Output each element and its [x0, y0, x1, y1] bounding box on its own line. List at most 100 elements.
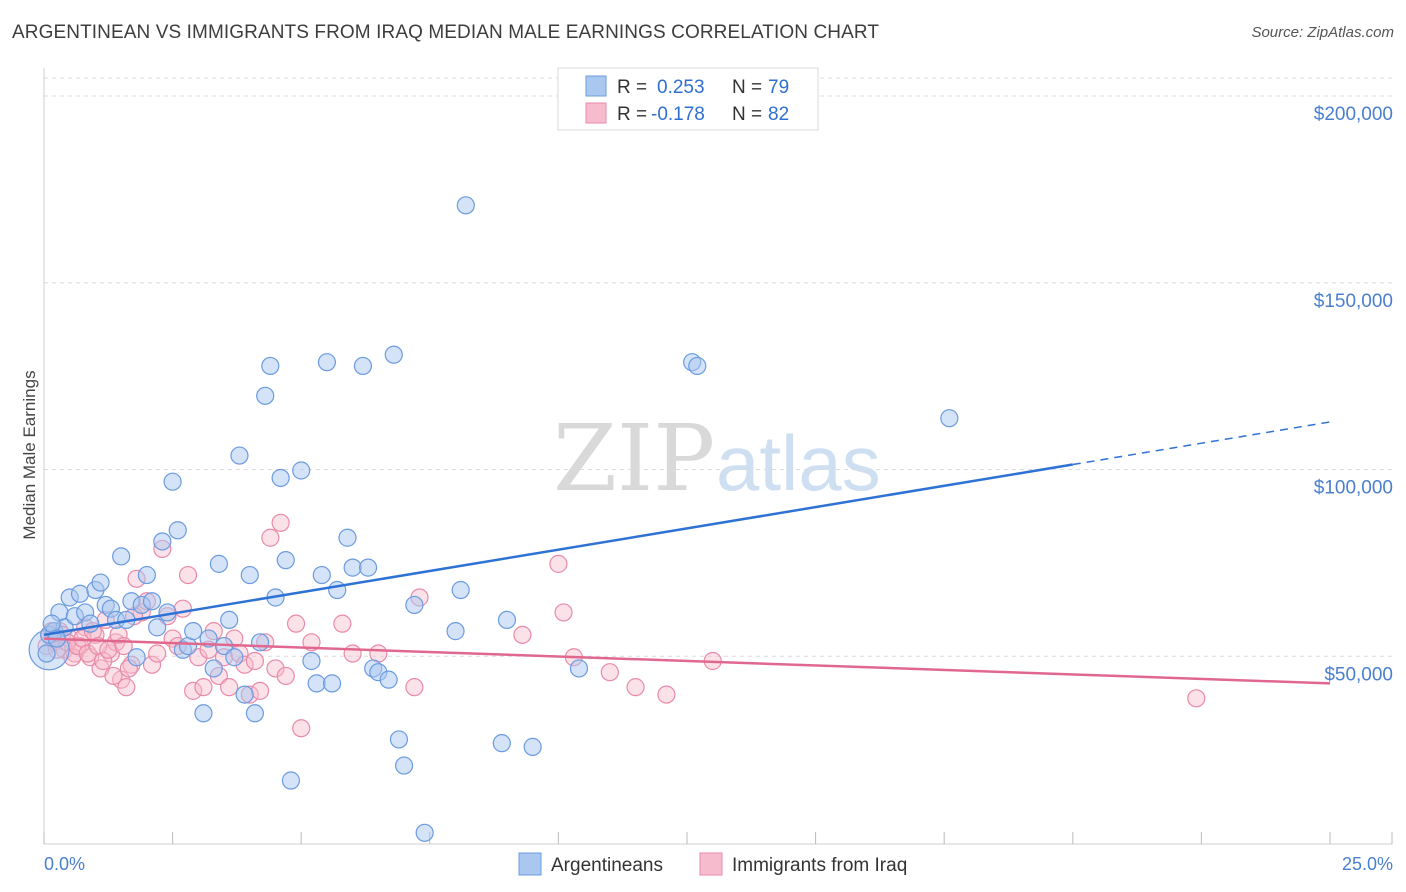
y-tick-label: $150,000: [1314, 291, 1393, 312]
point-argentineans: [142, 592, 162, 611]
legend: R = 0.253 N = 79 R = -0.178 N = 82: [557, 67, 819, 131]
point-argentineans: [446, 622, 465, 641]
source-label: Source: ZipAtlas.com: [1251, 24, 1394, 41]
point-iraq: [271, 513, 290, 532]
trend-line-argentineans-extension: [1072, 421, 1331, 466]
point-iraq: [99, 640, 118, 659]
point-iraq: [1187, 689, 1206, 708]
point-iraq: [94, 651, 113, 671]
legend-r-label-2: R =: [617, 104, 647, 125]
point-argentineans: [209, 554, 228, 573]
point-iraq: [148, 644, 167, 663]
y-axis-label: Median Male Earnings: [20, 370, 39, 539]
watermark-zip: ZIP: [553, 405, 715, 512]
point-argentineans: [317, 353, 337, 372]
point-iraq: [173, 599, 192, 618]
point-argentineans: [204, 659, 223, 678]
point-iraq: [142, 655, 162, 674]
x-ticks: [43, 832, 1393, 844]
point-argentineans: [379, 670, 398, 689]
point-argentineans: [456, 196, 475, 215]
point-argentineans: [343, 558, 362, 577]
point-iraq: [600, 663, 619, 682]
trend-lines: [43, 421, 1331, 685]
point-iraq: [194, 678, 213, 697]
y-tick-labels: $50,000 $100,000 $150,000 $200,000: [1314, 104, 1393, 685]
chart-title: ARGENTINEAN VS IMMIGRANTS FROM IRAQ MEDI…: [12, 22, 880, 43]
point-argentineans: [292, 461, 311, 480]
point-argentineans: [153, 532, 172, 551]
point-argentineans: [199, 629, 218, 648]
point-iraq: [286, 614, 306, 633]
legend-r-value-2: -0.178: [651, 104, 705, 125]
point-iraq: [554, 603, 573, 622]
y-tick-label: $50,000: [1324, 664, 1393, 685]
bottom-legend-swatch-argentineans: [518, 852, 542, 876]
point-iraq: [261, 528, 280, 547]
series-iraq-points: [37, 513, 1206, 738]
point-iraq: [343, 644, 362, 663]
point-iraq: [405, 678, 424, 697]
point-argentineans: [271, 468, 290, 488]
point-argentineans: [688, 356, 707, 376]
point-iraq: [220, 678, 239, 697]
legend-swatch-argentineans: [585, 75, 607, 97]
point-argentineans: [394, 756, 414, 775]
point-iraq: [184, 681, 203, 700]
point-iraq: [245, 651, 265, 671]
point-iraq: [266, 659, 285, 678]
point-argentineans: [137, 565, 156, 585]
point-iraq: [104, 666, 123, 686]
point-iraq: [250, 681, 270, 700]
point-argentineans: [492, 734, 511, 753]
legend-n-value-1: 79: [768, 77, 789, 98]
point-argentineans: [230, 446, 249, 465]
point-argentineans: [415, 823, 434, 842]
point-argentineans: [353, 356, 373, 376]
legend-r-value-1: 0.253: [657, 77, 705, 98]
series-argentineans-points: [28, 196, 959, 842]
point-iraq: [117, 678, 136, 697]
bottom-legend-label-argentineans: Argentineans: [551, 855, 663, 876]
trend-line-iraq: [43, 637, 1331, 685]
point-argentineans: [523, 737, 542, 756]
point-argentineans: [307, 674, 326, 693]
point-argentineans: [184, 622, 203, 641]
point-iraq: [549, 554, 568, 573]
point-iraq: [333, 614, 352, 633]
point-argentineans: [312, 565, 331, 585]
point-argentineans: [497, 610, 517, 630]
point-argentineans: [194, 704, 213, 723]
point-argentineans: [451, 580, 470, 600]
point-iraq: [63, 648, 82, 667]
point-iraq: [513, 625, 532, 644]
point-argentineans: [338, 528, 357, 547]
bottom-legend-label-iraq: Immigrants from Iraq: [732, 855, 907, 876]
point-argentineans: [389, 730, 409, 749]
point-iraq: [657, 685, 676, 704]
point-argentineans: [250, 633, 270, 652]
point-iraq: [189, 648, 208, 667]
legend-n-label-1: N =: [732, 77, 762, 98]
legend-r-label-1: R =: [617, 77, 647, 98]
point-argentineans: [225, 648, 244, 667]
point-iraq: [292, 719, 311, 738]
point-argentineans: [405, 595, 424, 615]
point-argentineans: [163, 472, 182, 491]
point-argentineans: [91, 573, 110, 592]
point-argentineans: [81, 614, 100, 633]
y-tick-label: $100,000: [1314, 478, 1393, 499]
point-iraq: [178, 565, 198, 585]
point-argentineans: [384, 345, 403, 364]
point-argentineans: [220, 610, 239, 630]
point-argentineans: [322, 674, 342, 693]
point-argentineans: [261, 356, 280, 376]
point-argentineans: [127, 648, 146, 667]
point-argentineans: [302, 651, 321, 671]
point-argentineans: [256, 386, 275, 405]
point-iraq: [626, 678, 645, 697]
legend-n-value-2: 82: [768, 104, 789, 125]
bottom-legend-swatch-iraq: [699, 852, 723, 876]
y-tick-label: $200,000: [1314, 104, 1393, 125]
